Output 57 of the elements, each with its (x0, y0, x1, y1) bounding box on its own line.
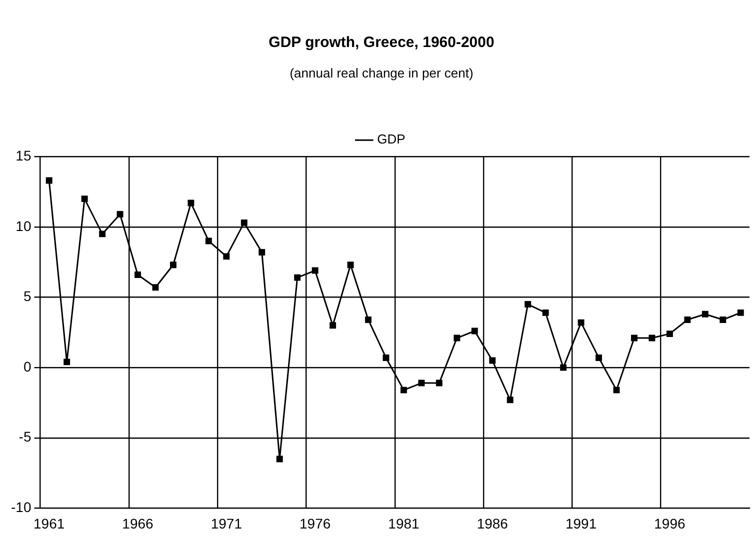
point (223, 253, 230, 260)
point (720, 316, 726, 323)
y-tick-label: 5 (23, 288, 32, 304)
point (400, 386, 407, 394)
point (64, 358, 70, 366)
y-tick-label: -10 (11, 499, 32, 516)
x-tick-label: 1981 (388, 515, 420, 532)
point (99, 230, 106, 238)
point (347, 262, 354, 268)
point (134, 272, 141, 278)
x-tick-label: 1991 (565, 515, 597, 532)
point (684, 316, 691, 323)
point (506, 396, 514, 404)
point (578, 319, 584, 326)
point (418, 380, 425, 386)
point (631, 334, 638, 342)
x-tick-label: 1986 (476, 515, 508, 532)
legend-label: GDP (377, 132, 406, 147)
point (489, 357, 496, 364)
x-tick-label: 1996 (654, 515, 686, 532)
point (240, 219, 248, 226)
point (170, 262, 176, 268)
point (702, 310, 708, 318)
y-tick-label: 10 (16, 218, 32, 234)
point (258, 249, 266, 256)
point (560, 364, 567, 371)
x-tick-label: 1971 (210, 515, 242, 532)
x-tick-label: 1966 (122, 515, 154, 532)
point (613, 386, 620, 394)
point (205, 238, 212, 244)
point (46, 177, 52, 184)
point (276, 456, 283, 462)
point (524, 301, 532, 308)
point (294, 274, 301, 281)
point (312, 267, 318, 274)
chart-title: GDP growth, Greece, 1960-2000 (268, 34, 494, 52)
point (454, 334, 460, 342)
point (471, 328, 478, 334)
point (436, 380, 442, 386)
point (542, 309, 549, 316)
x-tick-label: 1976 (299, 515, 331, 532)
point (330, 322, 336, 329)
point (666, 330, 673, 338)
x-tick-label: 1961 (34, 515, 65, 532)
chart-subtitle: (annual real change in per cent) (290, 65, 474, 80)
point (737, 309, 744, 316)
point (648, 334, 656, 342)
point (596, 354, 602, 361)
point (382, 354, 390, 361)
y-tick-label: 0 (23, 358, 32, 374)
point (188, 200, 194, 206)
point (116, 211, 124, 218)
y-tick-label: 15 (16, 147, 32, 164)
point (365, 316, 372, 323)
y-tick-label: -5 (18, 428, 32, 445)
point (81, 196, 88, 202)
point (152, 284, 159, 291)
